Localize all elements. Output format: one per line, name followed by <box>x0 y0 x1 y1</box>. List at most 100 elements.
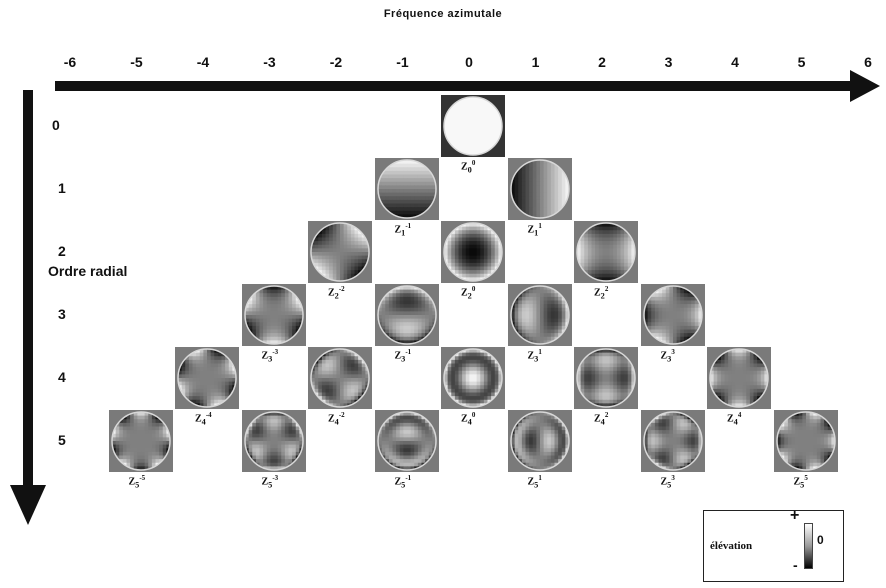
mode-label-base: Z <box>660 476 668 488</box>
mode-label-sub: 3 <box>401 354 406 364</box>
mode-label-sup: -2 <box>338 411 345 419</box>
mode-label-sub: 5 <box>401 480 406 490</box>
zernike-mode-tile <box>507 284 572 346</box>
mode-label-sub: 2 <box>467 291 472 301</box>
azimuthal-tick-label: -3 <box>263 54 276 70</box>
zernike-mode-tile <box>308 221 372 283</box>
azimuthal-tick-label: 5 <box>797 54 806 70</box>
zernike-mode-label: Z53 <box>661 474 675 489</box>
mode-label-base: Z <box>461 287 468 299</box>
zernike-mode-label: Z5-3 <box>262 474 279 489</box>
radial-row-label: 2 <box>58 243 66 259</box>
radial-row-label: 1 <box>58 180 66 196</box>
mode-label-sup: 0 <box>471 411 476 419</box>
radial-row-label: 5 <box>58 432 66 448</box>
zernike-mode-tile <box>441 347 505 409</box>
mode-label-sub: 3 <box>667 354 672 364</box>
azimuthal-axis-shaft <box>55 81 855 91</box>
legend-colorbar <box>804 523 813 569</box>
mode-label-sub: 4 <box>733 417 738 427</box>
zernike-mode-label: Z51 <box>528 474 542 489</box>
zernike-mode-label: Z40 <box>461 411 475 426</box>
radial-axis-label: Ordre radial <box>48 263 128 279</box>
legend-label: élévation <box>710 540 753 552</box>
radial-row-label: 4 <box>58 369 66 385</box>
mode-label-sup: 2 <box>604 411 609 419</box>
zernike-mode-label: Z42 <box>594 411 608 426</box>
zernike-mode-label: Z2-2 <box>328 285 345 300</box>
zernike-mode-label: Z5-5 <box>129 474 146 489</box>
mode-label-sub: 2 <box>334 291 339 301</box>
zernike-mode-tile <box>773 410 838 472</box>
zernike-mode-tile <box>374 410 439 472</box>
mode-label-sub: 3 <box>268 354 273 364</box>
mode-label-base: Z <box>527 476 535 488</box>
mode-label-base: Z <box>328 287 335 299</box>
azimuthal-tick-label: -4 <box>196 54 210 70</box>
mode-label-sup: 0 <box>471 285 476 293</box>
azimuthal-tick-label: 2 <box>598 54 606 70</box>
mode-label-base: Z <box>594 413 601 425</box>
zernike-mode-label: Z44 <box>727 411 741 426</box>
mode-label-sub: 3 <box>534 354 539 364</box>
zernike-mode-tile <box>374 284 439 346</box>
mode-label-sub: 5 <box>667 480 672 490</box>
zernike-mode-label: Z20 <box>461 285 475 300</box>
mode-label-base: Z <box>594 287 601 299</box>
mode-label-sub: 0 <box>467 165 472 175</box>
zernike-mode-tile <box>707 347 771 409</box>
zernike-mode-tile <box>308 347 372 409</box>
mode-label-base: Z <box>527 224 535 236</box>
mode-label-sup: -1 <box>405 474 412 482</box>
mode-label-base: Z <box>727 413 734 425</box>
radial-axis-arrowhead <box>10 485 46 525</box>
zernike-mode-label: Z4-2 <box>328 411 345 426</box>
zernike-mode-tile <box>441 221 505 283</box>
zernike-mode-tile <box>507 158 572 220</box>
azimuthal-tick-label: -2 <box>329 54 343 70</box>
azimuthal-tick-label: 0 <box>465 54 473 70</box>
zernike-mode-label: Z4-4 <box>195 411 212 426</box>
mode-label-sub: 2 <box>600 291 605 301</box>
mode-label-sub: 1 <box>401 228 406 238</box>
mode-label-base: Z <box>527 350 535 362</box>
mode-label-sub: 5 <box>135 480 140 490</box>
radial-row-label: 3 <box>58 306 66 322</box>
mode-label-base: Z <box>394 476 402 488</box>
azimuthal-tick-label: 1 <box>531 54 540 70</box>
figure-title: Fréquence azimutale <box>383 8 503 20</box>
mode-label-sup: -5 <box>139 474 146 482</box>
azimuthal-tick-label: -5 <box>130 54 143 70</box>
mode-label-sub: 4 <box>600 417 605 427</box>
radial-row-label: 0 <box>52 117 60 133</box>
mode-label-sub: 5 <box>268 480 273 490</box>
azimuthal-tick-label: -6 <box>63 54 77 70</box>
mode-label-sub: 4 <box>334 417 339 427</box>
zernike-mode-label: Z3-1 <box>395 348 412 363</box>
azimuthal-tick-label: 3 <box>664 54 673 70</box>
mode-label-base: Z <box>328 413 335 425</box>
azimuthal-tick-label: -1 <box>396 54 409 70</box>
mode-label-sub: 1 <box>534 228 539 238</box>
zernike-mode-tile <box>241 284 306 346</box>
zernike-mode-label: Z31 <box>528 348 542 363</box>
zernike-mode-tile <box>374 158 439 220</box>
zernike-mode-tile <box>241 410 306 472</box>
mode-label-sub: 5 <box>800 480 805 490</box>
mode-label-sup: 3 <box>671 474 675 482</box>
mode-label-sub: 4 <box>201 417 206 427</box>
mode-label-base: Z <box>394 224 402 236</box>
zernike-mode-tile <box>441 95 505 157</box>
mode-label-sup: 3 <box>671 348 675 356</box>
zernike-mode-tile <box>175 347 239 409</box>
mode-label-sub: 5 <box>534 480 539 490</box>
mode-label-base: Z <box>461 413 468 425</box>
zernike-mode-tile <box>108 410 173 472</box>
mode-label-sup: 2 <box>604 285 609 293</box>
zernike-mode-label: Z00 <box>461 159 475 174</box>
mode-label-sub: 4 <box>467 417 472 427</box>
legend-plus: + <box>790 507 800 524</box>
azimuthal-tick-label: 6 <box>864 54 872 70</box>
zernike-mode-label: Z22 <box>594 285 608 300</box>
legend-zero: 0 <box>817 533 824 547</box>
